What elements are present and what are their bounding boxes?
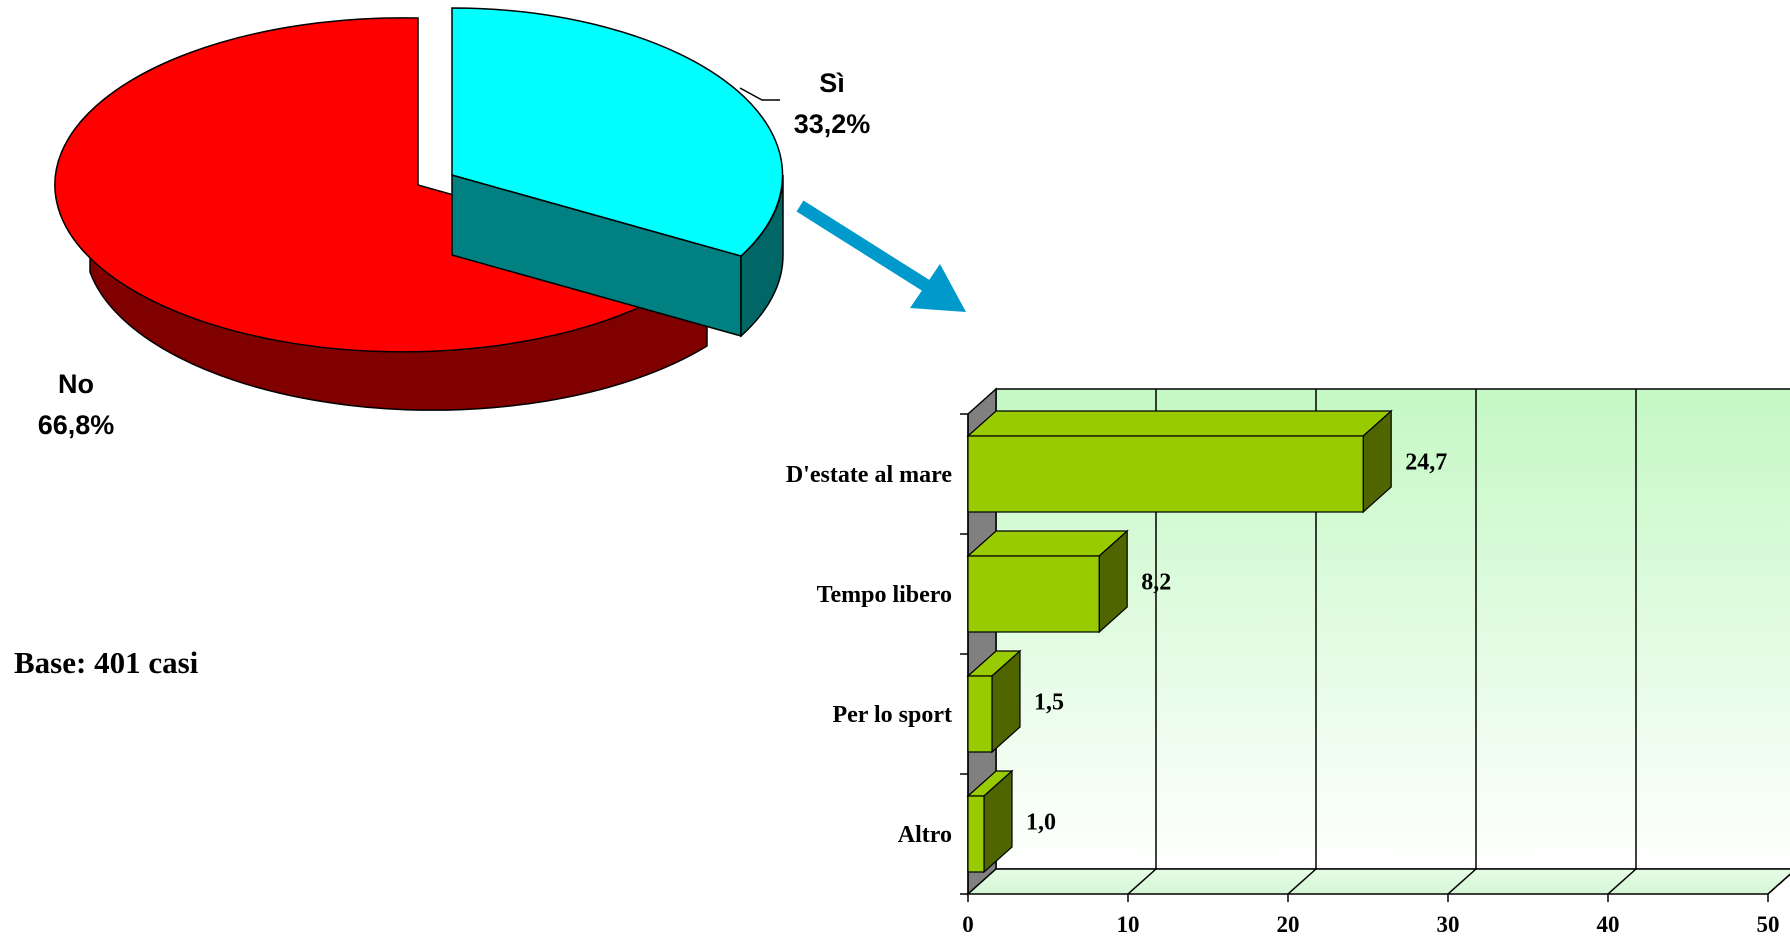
pie-value-no: 66,8% [38,410,115,440]
floor-grid-line [1607,868,1637,895]
x-tick-label: 0 [962,912,974,936]
category-labels: D'estate al mare Tempo libero Per lo sport… [786,462,953,848]
floor-grid-line [1287,868,1317,895]
value-label: 24,7 [1405,450,1447,476]
floor-grid-line [1447,868,1477,895]
pie-chart: Sì 33,2% No 66,8% [38,7,871,440]
x-tick-label: 50 [1757,912,1780,936]
bar-front [967,435,1364,513]
bar-front [967,675,993,753]
x-tick-label: 30 [1437,912,1460,936]
bar-front [967,555,1100,633]
pie-leader-line [739,87,780,101]
bar-3 [966,649,1022,754]
floor-grid-line [1767,873,1790,895]
bar-front [967,795,985,873]
base-note: Base: 401 casi [14,645,199,680]
pie-slice-si [451,7,784,338]
category-label: D'estate al mare [786,462,953,488]
x-tick-label: 20 [1277,912,1300,936]
category-label: Per lo sport [832,702,952,728]
floor [966,868,1790,895]
category-label: Altro [898,822,952,848]
pie-label-no: No [58,369,94,399]
pie-label-si: Sì [819,68,845,98]
value-labels: 24,7 8,2 1,5 1,0 [1026,450,1447,836]
bar-chart: D'estate al mare Tempo libero Per lo sport… [786,387,1790,936]
arrow-right-down-icon [796,200,966,312]
bar-4 [966,769,1014,874]
bar-1 [966,409,1393,514]
pie-slice-si-top [451,7,784,257]
x-tick-labels: 0 10 20 30 40 50 [962,912,1779,936]
floor-grid-line [1127,868,1157,895]
bars [966,409,1393,874]
bar-top [966,410,1393,437]
value-label: 1,5 [1034,690,1064,716]
value-label: 1,0 [1026,810,1056,836]
x-tick-label: 10 [1117,912,1140,936]
category-label: Tempo libero [817,582,952,608]
pie-value-si: 33,2% [794,109,871,139]
bar-2 [966,529,1129,634]
x-tick-label: 40 [1597,912,1620,936]
value-label: 8,2 [1141,570,1171,596]
